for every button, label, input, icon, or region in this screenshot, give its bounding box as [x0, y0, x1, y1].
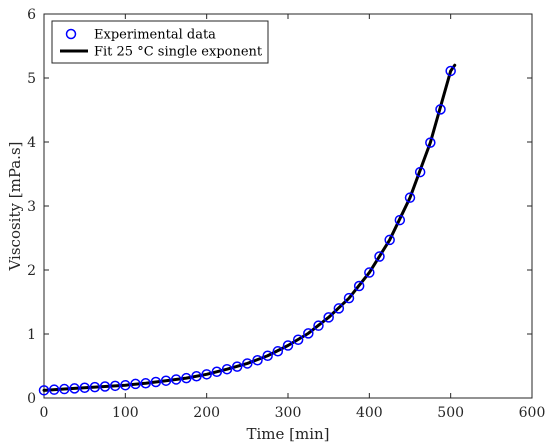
plot-area	[43, 13, 533, 399]
data-point	[292, 334, 304, 346]
x-tick-label: 0	[40, 405, 49, 421]
data-point	[333, 303, 345, 314]
data-point	[323, 312, 334, 323]
data-point	[435, 104, 446, 115]
data-point	[160, 375, 172, 386]
x-tick-label: 300	[275, 405, 302, 421]
x-axis-label: Time [min]	[246, 425, 329, 443]
x-tick-label: 100	[112, 405, 139, 421]
fit-line	[42, 63, 457, 392]
data-point	[109, 380, 121, 392]
data-point	[343, 292, 355, 304]
y-axis-label: Viscosity [mPa.s]	[6, 141, 24, 271]
data-point	[262, 350, 273, 362]
y-tick-label: 6	[27, 7, 36, 23]
y-tick-label: 4	[27, 135, 36, 151]
data-point	[89, 381, 101, 393]
data-point	[221, 363, 233, 375]
data-point	[201, 369, 212, 380]
data-point	[394, 214, 406, 226]
data-point	[282, 340, 294, 351]
data-point	[99, 381, 111, 392]
data-point	[364, 267, 375, 278]
data-point	[353, 280, 365, 292]
y-tick-label: 2	[27, 263, 36, 279]
data-point	[242, 358, 253, 369]
data-point	[191, 370, 202, 382]
y-tick-label: 5	[27, 71, 36, 87]
data-point	[140, 378, 151, 389]
data-point	[59, 383, 70, 395]
legend-box	[51, 20, 269, 64]
y-axis-ticks: 0 1 2 3 4 5 6	[27, 7, 532, 407]
x-tick-label: 400	[356, 405, 383, 421]
legend: Experimental data Fit 25 °C single expon…	[51, 20, 269, 64]
data-point	[384, 234, 395, 246]
data-point	[414, 166, 426, 178]
data-point	[120, 379, 131, 391]
y-tick-label: 1	[27, 327, 36, 343]
x-tick-label: 600	[519, 405, 546, 421]
data-point	[445, 65, 456, 77]
legend-label-fit: Fit 25 °C single exponent	[94, 45, 263, 60]
data-point	[374, 251, 385, 262]
data-point	[303, 328, 314, 339]
x-tick-label: 200	[193, 405, 220, 421]
data-point	[79, 382, 90, 394]
data-point	[181, 372, 192, 384]
data-point	[170, 374, 182, 385]
data-point	[150, 376, 162, 388]
data-point	[48, 384, 60, 395]
legend-marker-experimental	[65, 28, 77, 40]
y-tick-label: 3	[27, 199, 36, 215]
legend-label-experimental: Experimental data	[94, 28, 216, 43]
x-tick-label: 500	[437, 405, 464, 421]
data-point	[272, 346, 284, 357]
data-point	[38, 385, 50, 396]
data-point	[404, 192, 416, 203]
data-point	[69, 383, 80, 394]
data-point	[425, 137, 436, 148]
y-tick-label: 0	[27, 391, 36, 407]
data-point	[313, 320, 324, 331]
data-point	[252, 354, 263, 366]
data-point	[130, 378, 141, 390]
data-point	[211, 366, 223, 378]
experimental-data-points	[38, 65, 456, 396]
x-axis-ticks: 0 100 200 300 400 500 600	[40, 14, 546, 421]
data-point	[231, 361, 243, 372]
